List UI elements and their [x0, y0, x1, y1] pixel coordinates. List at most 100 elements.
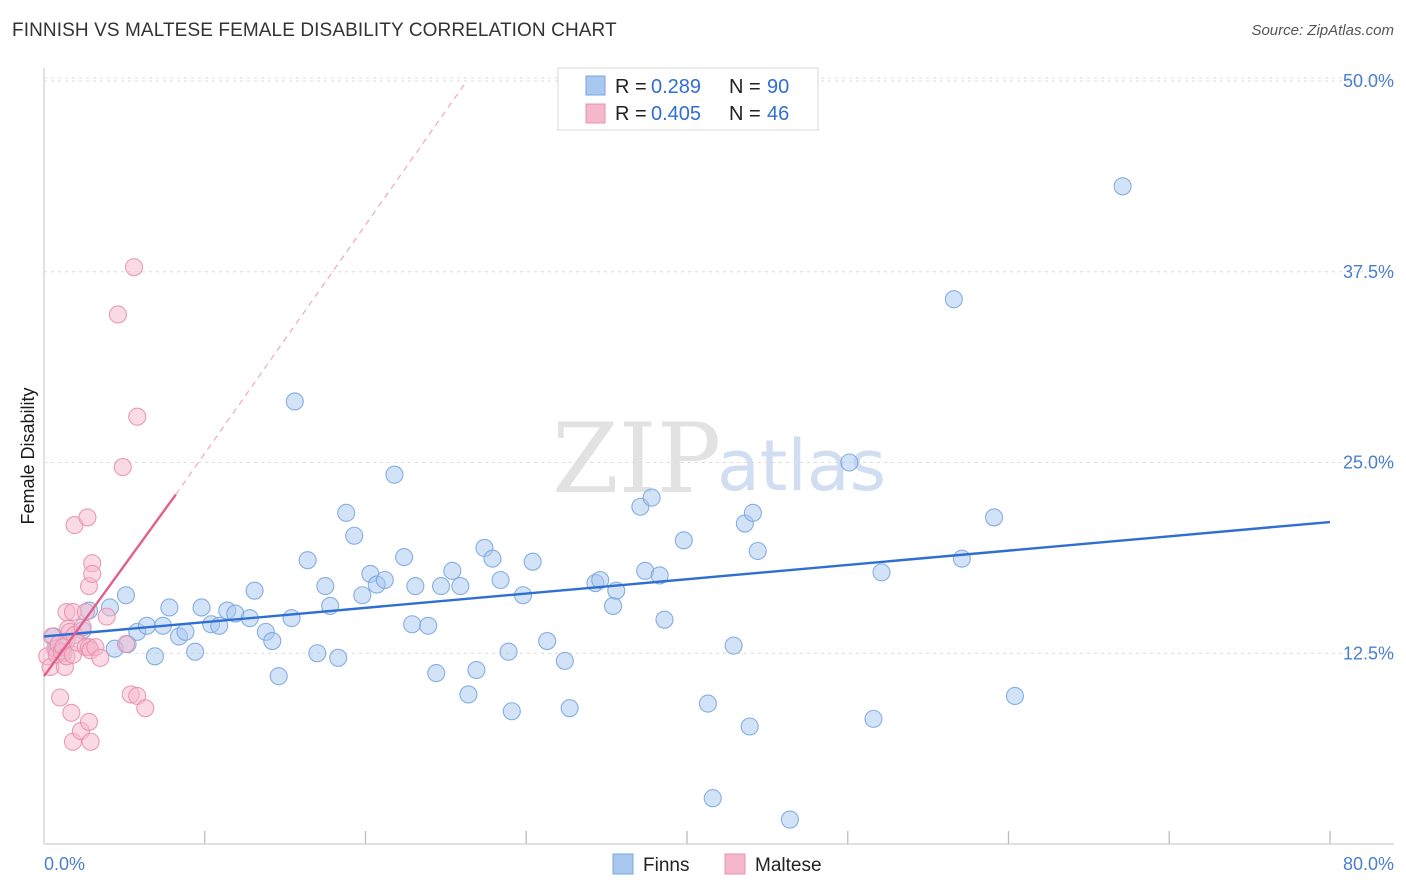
- finns-point: [443, 561, 462, 580]
- y-tick-label: 12.5%: [1343, 643, 1394, 663]
- legend-r-label-finns: R =: [615, 76, 647, 98]
- finns-point: [282, 609, 301, 628]
- finns-point: [316, 577, 335, 596]
- y-axis-label: Female Disability: [18, 387, 38, 524]
- finns-point: [337, 503, 356, 522]
- finns-point: [872, 563, 891, 582]
- gridlines: [44, 77, 1394, 654]
- finns-point: [840, 453, 859, 472]
- finns-point: [467, 660, 486, 680]
- watermark-atlas: atlas: [717, 425, 886, 507]
- x-ticks: [204, 831, 1331, 844]
- finns-point: [116, 586, 136, 605]
- finns-point: [403, 615, 422, 634]
- maltese-point: [128, 407, 147, 426]
- series-legend-swatch-finns: [612, 853, 634, 875]
- chart-title: FINNISH VS MALTESE FEMALE DISABILITY COR…: [12, 20, 617, 41]
- maltese-point: [116, 635, 136, 654]
- finns-point: [483, 549, 502, 568]
- finns-point: [491, 570, 510, 590]
- correlation-legend: R = 0.289 N = 90 R = 0.405 N = 46: [557, 67, 819, 131]
- y-tick-label: 37.5%: [1343, 262, 1394, 282]
- legend-n-label-finns: N =: [729, 76, 761, 98]
- finns-point: [780, 810, 799, 829]
- finns-trend-line: [43, 520, 1331, 638]
- maltese-point: [62, 703, 81, 722]
- finns-point: [952, 549, 971, 568]
- maltese-point: [78, 508, 97, 527]
- finns-point: [944, 290, 963, 309]
- source-label: Source: ZipAtlas.com: [1251, 22, 1394, 39]
- x-tick-label-max: 80.0%: [1343, 854, 1394, 874]
- legend-r-value-finns: 0.289: [651, 76, 701, 98]
- finns-point: [329, 648, 348, 667]
- maltese-point: [108, 305, 127, 324]
- legend-n-value-finns: 90: [767, 76, 789, 98]
- finns-point: [298, 551, 317, 570]
- finns-point: [698, 694, 717, 713]
- maltese-trend-line: [43, 493, 177, 677]
- finns-point: [395, 548, 414, 567]
- finns-point: [245, 581, 264, 600]
- legend-r-value-maltese: 0.405: [651, 103, 701, 125]
- y-tick-label: 50.0%: [1343, 71, 1394, 91]
- finns-point: [406, 577, 425, 596]
- finns-point: [743, 503, 762, 522]
- maltese-point: [83, 564, 102, 583]
- maltese-point: [97, 607, 116, 626]
- finns-point: [642, 488, 661, 507]
- maltese-point: [124, 258, 144, 277]
- legend-r-label-maltese: R =: [615, 103, 647, 125]
- finns-point: [655, 610, 674, 629]
- finns-point: [650, 566, 669, 585]
- finns-point: [432, 577, 451, 596]
- maltese-point: [81, 732, 100, 751]
- maltese-point: [79, 712, 99, 731]
- maltese-point: [113, 458, 132, 477]
- finns-point: [748, 541, 767, 561]
- finns-point: [703, 789, 722, 808]
- finns-point: [353, 586, 372, 605]
- maltese-point: [51, 688, 70, 707]
- watermark: ZIP atlas: [552, 403, 886, 515]
- series-legend-swatch-maltese: [724, 853, 746, 875]
- legend-swatch-maltese: [585, 103, 606, 124]
- finns-point: [269, 667, 288, 686]
- y-tick-label: 25.0%: [1343, 453, 1394, 473]
- finns-point: [523, 552, 542, 571]
- finns-point: [499, 642, 518, 661]
- finns-point: [345, 526, 364, 545]
- finns-point: [604, 596, 623, 615]
- y-tick-labels: 12.5% 25.0% 37.5% 50.0%: [1343, 71, 1394, 663]
- finns-point: [385, 465, 404, 484]
- series-legend-label-maltese: Maltese: [755, 855, 822, 876]
- finns-point: [560, 699, 579, 718]
- finns-point: [186, 642, 205, 661]
- finns-point: [419, 616, 438, 635]
- finns-point: [145, 647, 164, 666]
- maltese-trend-extension: [175, 80, 468, 495]
- watermark-zip: ZIP: [552, 403, 721, 515]
- finns-point: [285, 392, 304, 411]
- maltese-points: [38, 258, 155, 751]
- finns-point: [308, 644, 327, 663]
- trend-lines: [43, 80, 1331, 677]
- finns-point: [459, 685, 478, 704]
- legend-swatch-finns: [585, 75, 606, 96]
- finns-point: [1113, 177, 1132, 196]
- finns-point: [740, 717, 759, 736]
- finns-point: [427, 664, 446, 683]
- finns-point: [674, 531, 693, 550]
- finns-point: [160, 598, 179, 617]
- finns-point: [192, 598, 211, 617]
- finns-point: [176, 622, 195, 641]
- series-legend: Finns Maltese: [612, 853, 822, 876]
- finns-point: [591, 570, 610, 590]
- legend-n-value-maltese: 46: [767, 103, 789, 125]
- x-tick-label-min: 0.0%: [44, 854, 85, 874]
- finns-point: [724, 636, 743, 655]
- finns-point: [984, 508, 1004, 527]
- finns-point: [451, 577, 470, 596]
- maltese-point: [91, 648, 110, 667]
